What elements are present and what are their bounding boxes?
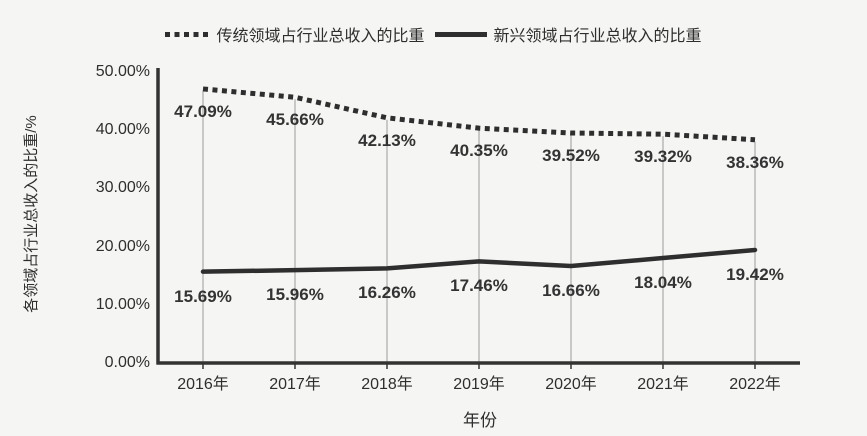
series-line-emerging [200, 247, 758, 274]
x-tick-label: 2022年 [729, 376, 781, 393]
data-label-traditional: 45.66% [266, 110, 324, 130]
data-label-traditional: 47.09% [174, 101, 232, 121]
x-tick-label: 2016年 [177, 376, 229, 393]
data-label-emerging: 15.96% [266, 285, 324, 305]
legend-label-emerging: 新兴领域占行业总收入的比重 [493, 28, 702, 45]
solid-line-legend-marker [434, 31, 487, 37]
data-label-emerging: 17.46% [450, 276, 508, 296]
x-tick-label: 2021年 [637, 376, 689, 393]
data-label-traditional: 39.32% [634, 147, 692, 167]
x-axis-title: 年份 [463, 411, 497, 430]
legend: 传统领域占行业总收入的比重 新兴领域占行业总收入的比重 [0, 22, 867, 46]
legend-label-traditional: 传统领域占行业总收入的比重 [216, 28, 425, 45]
y-tick-label: 20.00% [95, 237, 150, 255]
legend-item-traditional: 传统领域占行业总收入的比重 [165, 22, 425, 46]
data-label-emerging: 16.26% [358, 283, 416, 303]
y-tick-label: 0.00% [104, 354, 150, 371]
data-label-traditional: 38.36% [726, 152, 784, 172]
y-tick-label: 40.00% [95, 121, 150, 139]
legend-item-emerging: 新兴领域占行业总收入的比重 [434, 22, 702, 46]
x-tick-label: 2019年 [453, 376, 505, 393]
x-tick-label: 2017年 [269, 376, 321, 393]
y-tick-label: 10.00% [95, 295, 150, 313]
data-label-traditional: 42.13% [358, 130, 416, 150]
series-line-traditional [202, 86, 756, 143]
data-label-emerging: 15.69% [174, 286, 232, 306]
data-label-traditional: 39.52% [542, 145, 600, 165]
data-label-emerging: 16.66% [542, 281, 600, 301]
data-label-traditional: 40.35% [450, 141, 508, 161]
y-tick-label: 50.00% [95, 63, 150, 80]
y-tick-label: 30.00% [95, 179, 150, 197]
data-label-emerging: 18.04% [634, 273, 692, 292]
dotted-line-legend-marker [165, 31, 210, 37]
x-tick-label: 2018年 [361, 376, 413, 393]
data-label-emerging: 19.42% [726, 264, 784, 284]
x-tick-label: 2020年 [545, 376, 597, 393]
